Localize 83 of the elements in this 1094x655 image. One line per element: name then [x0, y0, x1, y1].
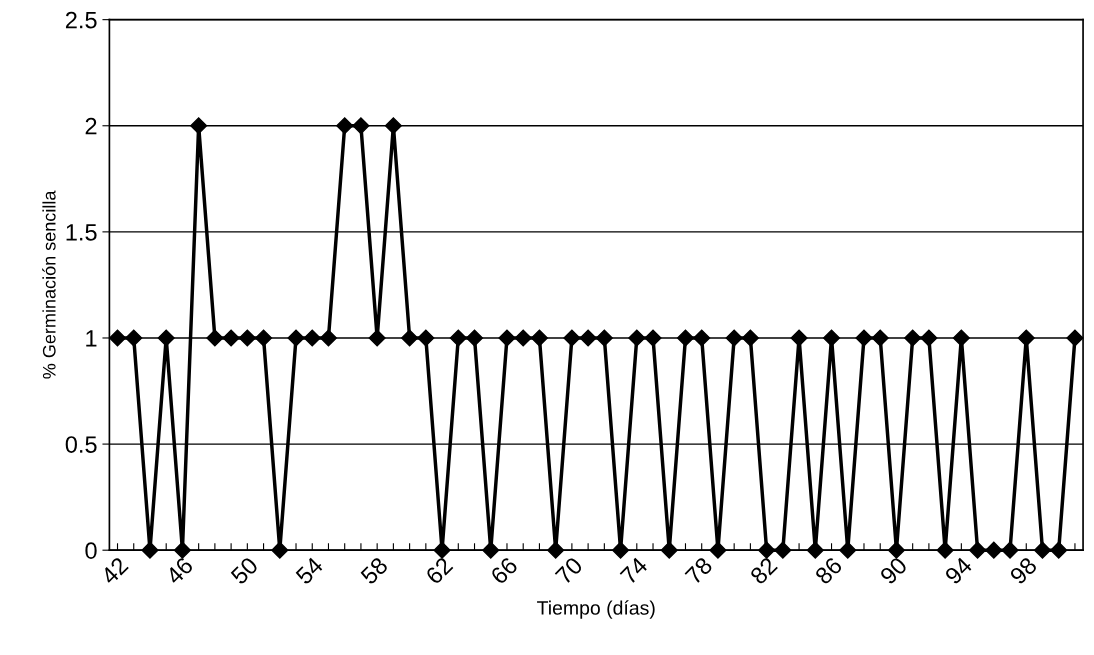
y-tick-label: 2.5	[65, 11, 97, 29]
x-tick-label: 94	[944, 555, 974, 586]
point	[514, 329, 532, 347]
x-tick-label: 74	[619, 556, 649, 585]
y-tick-label: 2	[85, 117, 97, 135]
point	[936, 541, 954, 559]
point	[271, 541, 289, 559]
point	[709, 541, 727, 559]
x-tick-label: 42	[99, 556, 129, 586]
point	[157, 329, 175, 347]
point	[1033, 541, 1052, 559]
y-tick-label: 1	[86, 330, 97, 347]
y-tick-label: 1.5	[66, 224, 97, 241]
y-axis-title: % Germinación sencilla	[42, 190, 56, 379]
y-tick-label: 0.5	[65, 436, 97, 453]
point	[887, 541, 905, 559]
point	[336, 117, 354, 135]
x-tick-label: 66	[489, 556, 519, 586]
point	[790, 329, 808, 347]
point	[725, 329, 743, 347]
point	[822, 329, 841, 347]
x-tick-label: 78	[684, 556, 714, 586]
point	[1001, 541, 1019, 559]
point	[806, 541, 824, 559]
point	[125, 329, 143, 347]
point	[465, 329, 484, 347]
point	[303, 329, 321, 347]
point	[839, 541, 857, 559]
point	[433, 541, 451, 559]
point	[238, 329, 256, 347]
point	[563, 329, 581, 347]
point	[384, 117, 402, 135]
point	[287, 329, 305, 347]
point	[401, 329, 419, 347]
point	[547, 541, 565, 559]
x-tick-label: 46	[164, 556, 194, 586]
point	[660, 541, 678, 559]
point	[449, 329, 467, 347]
point	[190, 117, 208, 135]
x-tick-label: 82	[749, 556, 779, 586]
x-tick-label: 50	[229, 556, 259, 586]
point	[904, 329, 922, 347]
x-tick-label: 98	[1008, 556, 1038, 586]
x-tick-label: 62	[424, 556, 454, 586]
point	[774, 541, 792, 559]
point	[1017, 329, 1035, 347]
point	[1050, 541, 1068, 559]
point	[579, 329, 597, 347]
point	[352, 117, 370, 135]
x-tick-label: 86	[814, 556, 844, 586]
x-tick-label: 70	[554, 556, 584, 586]
point	[920, 329, 938, 347]
point	[255, 329, 273, 347]
point	[693, 329, 711, 347]
y-tick-label: 0	[85, 542, 97, 559]
x-tick-label: 90	[879, 556, 909, 586]
point	[206, 329, 224, 347]
point	[417, 329, 435, 347]
point	[969, 541, 987, 559]
point	[498, 329, 516, 347]
point	[530, 329, 548, 347]
point	[595, 329, 613, 347]
point	[741, 329, 759, 347]
point	[222, 329, 240, 347]
x-tick-label: 54	[294, 556, 325, 586]
point	[141, 541, 159, 559]
point	[871, 329, 889, 347]
point	[108, 329, 127, 347]
point	[1066, 329, 1084, 347]
point	[612, 541, 630, 559]
point	[985, 541, 1003, 559]
x-axis-title: Tiempo (días)	[537, 600, 655, 619]
x-tick-label: 58	[359, 556, 389, 586]
point	[173, 541, 191, 559]
point	[628, 329, 646, 347]
point	[952, 329, 970, 347]
point	[758, 541, 776, 559]
point	[855, 329, 873, 347]
point	[319, 329, 338, 347]
point	[482, 541, 500, 559]
point	[676, 329, 695, 347]
point	[368, 329, 386, 347]
point	[644, 329, 662, 347]
